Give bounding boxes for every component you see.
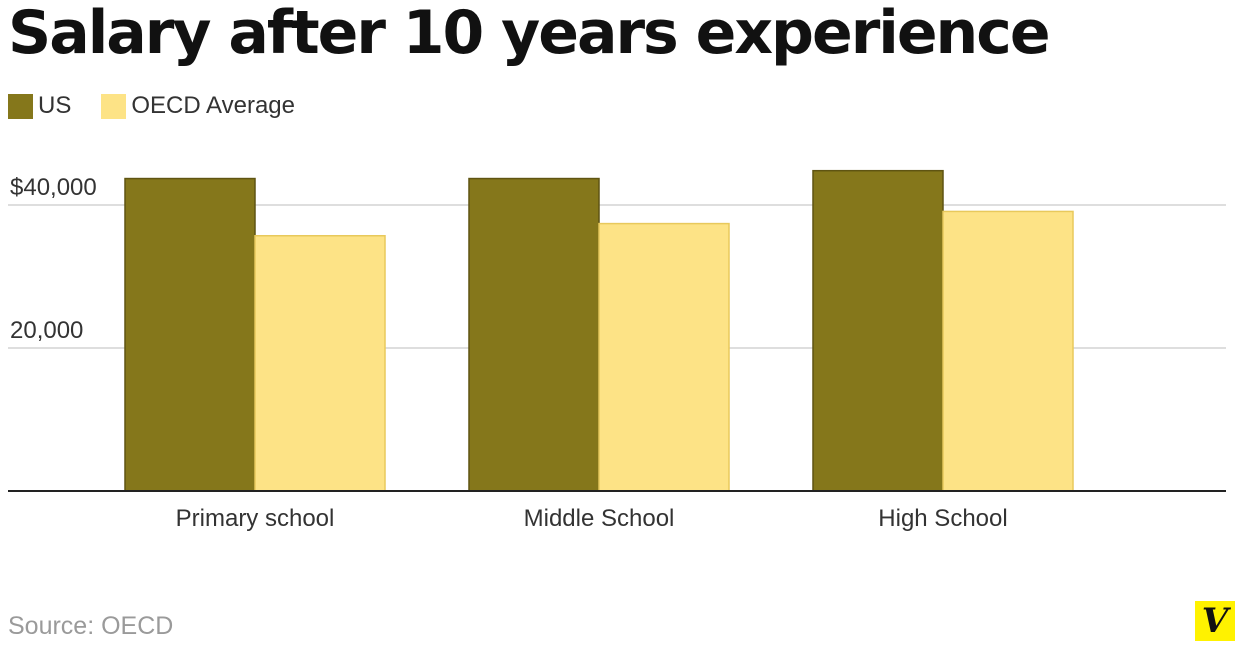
bar-oecd-1 xyxy=(598,222,730,492)
legend-label-us: US xyxy=(38,92,72,119)
logo-letter: V xyxy=(1201,601,1229,641)
x-tick-label-1: Middle School xyxy=(524,505,675,532)
bar-oecd-2 xyxy=(942,210,1074,492)
y-tick-label-0: $40,000 xyxy=(10,174,97,201)
logo: V xyxy=(1195,601,1235,641)
source-note: Source: OECD xyxy=(8,612,174,640)
bar-us-2 xyxy=(812,169,944,492)
bar-us-1 xyxy=(468,177,600,492)
legend-swatch-us xyxy=(8,93,33,119)
legend-label-oecd: OECD Average xyxy=(131,92,295,119)
x-tick-label-0: Primary school xyxy=(176,505,335,532)
bar-us-0 xyxy=(124,177,256,492)
y-tick-label-1: 20,000 xyxy=(10,317,83,344)
legend-item-oecd: OECD Average xyxy=(101,92,295,120)
x-tick-label-2: High School xyxy=(878,505,1007,532)
chart-title: Salary after 10 years experience xyxy=(8,0,1051,68)
legend-item-us: US xyxy=(8,92,71,120)
legend: US OECD Average xyxy=(8,92,325,120)
bar-oecd-0 xyxy=(254,234,386,492)
legend-swatch-oecd xyxy=(101,93,127,119)
